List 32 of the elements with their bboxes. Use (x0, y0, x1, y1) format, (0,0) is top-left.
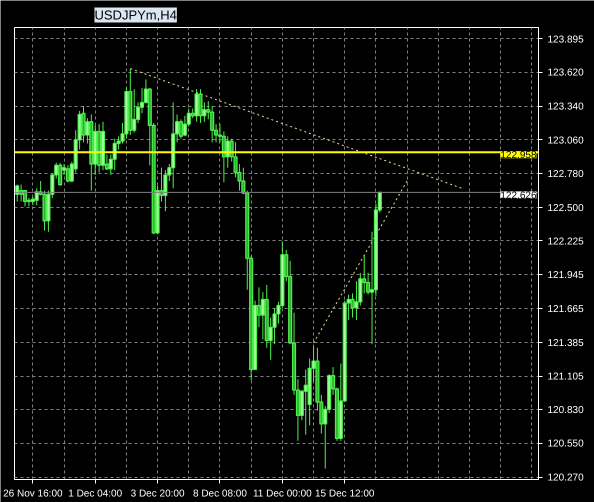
x-tick-label: 11 Dec 00:00 (252, 488, 312, 500)
candlestick (132, 88, 136, 134)
y-tick-label: 120.550 (548, 438, 584, 450)
x-tick-label: 8 Dec 08:00 (193, 488, 248, 500)
candlestick (15, 184, 20, 202)
y-tick-label: 121.105 (548, 372, 584, 383)
x-tick-label: 26 Nov 16:00 (3, 488, 64, 500)
chart-title: USDJPYm,H4 (94, 8, 177, 22)
y-tick-label: 123.620 (548, 68, 584, 79)
y-tick-label: 123.895 (548, 34, 584, 46)
y-tick-label: 120.830 (548, 404, 584, 416)
candlestick (178, 118, 184, 140)
y-tick-label: 120.270 (548, 472, 584, 484)
candlestick (112, 138, 117, 171)
y-tick-label: 122.225 (548, 236, 584, 248)
y-tick-label: 123.340 (548, 102, 584, 113)
x-tick-label: 15 Dec 12:00 (314, 488, 375, 500)
y-tick-label: 123.060 (548, 135, 584, 146)
candlestick (66, 164, 70, 183)
y-tick-label: 122.780 (548, 169, 584, 180)
y-tick-label: 121.385 (548, 338, 584, 349)
y-tick-label: 121.665 (548, 304, 584, 315)
candlestick (58, 162, 62, 186)
y-tick-label: 122.500 (548, 203, 584, 214)
x-tick-label: 1 Dec 04:00 (68, 488, 123, 500)
x-tick-label: 3 Dec 20:00 (130, 488, 185, 500)
candlestick (194, 88, 199, 122)
ref-line-label: 122.958 (500, 150, 537, 162)
candlestick (198, 88, 203, 124)
y-tick-label: 121.945 (548, 270, 584, 282)
ref-line-label: 122.626 (500, 190, 537, 202)
candlestick (304, 369, 308, 436)
